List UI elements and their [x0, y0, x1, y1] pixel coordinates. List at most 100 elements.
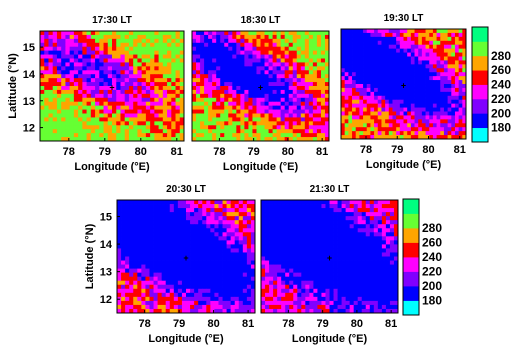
heatmap-cell	[399, 76, 404, 81]
heatmap-cell	[214, 252, 219, 257]
heatmap-cell	[48, 93, 54, 99]
heatmap-cell	[252, 86, 257, 91]
heatmap-cell	[454, 48, 460, 53]
heatmap-cell	[370, 80, 375, 85]
heatmap-cell	[78, 133, 83, 138]
heatmap-cell	[137, 46, 143, 52]
heatmap-cell	[301, 284, 306, 290]
heatmap-cell	[99, 97, 104, 103]
heatmap-cell	[317, 236, 322, 241]
heatmap-cell	[82, 125, 87, 130]
heatmap-cell	[300, 101, 306, 107]
heatmap-cell	[162, 105, 168, 110]
heatmap-cell	[352, 40, 357, 46]
heatmap-cell	[240, 38, 245, 44]
heatmap-cell	[374, 76, 379, 81]
heatmap-cell	[288, 62, 294, 67]
panel-title: 17:30 LT	[92, 15, 132, 26]
heatmap-cell	[393, 284, 399, 290]
heatmap-cell	[222, 208, 227, 213]
heatmap-cell	[154, 97, 159, 103]
heatmap-cell	[218, 296, 223, 302]
heatmap-cell	[288, 109, 294, 114]
heatmap-cell	[194, 264, 199, 270]
heatmap-cell	[301, 228, 306, 233]
heatmap-cell	[370, 40, 375, 46]
heatmap-cell	[242, 268, 248, 274]
heatmap-cell	[244, 66, 249, 71]
heatmap-cell	[208, 58, 213, 63]
heatmap-cell	[296, 89, 302, 95]
heatmap-cell	[268, 97, 273, 103]
heatmap-cell	[301, 304, 306, 310]
heatmap-cell	[349, 256, 355, 261]
heatmap-cell	[458, 107, 463, 112]
heatmap-cell	[210, 212, 215, 217]
heatmap-cell	[107, 105, 113, 110]
heatmap-cell	[281, 216, 286, 221]
heatmap-cell	[325, 284, 330, 290]
heatmap-cell	[280, 93, 286, 99]
heatmap-cell	[451, 91, 456, 97]
heatmap-cell	[200, 42, 205, 48]
heatmap-cell	[273, 280, 278, 286]
heatmap-cell	[385, 103, 390, 108]
heatmap-cell	[212, 121, 217, 126]
heatmap-cell	[216, 74, 221, 79]
heatmap-cell	[280, 46, 286, 52]
heatmap-cell	[240, 42, 245, 48]
heatmap-cell	[333, 264, 338, 270]
heatmap-cell	[309, 240, 314, 245]
heatmap-cell	[301, 280, 306, 286]
heatmap-cell	[86, 101, 92, 107]
heatmap-cell	[181, 292, 187, 298]
heatmap-cell	[414, 107, 419, 112]
heatmap-cell	[458, 76, 463, 81]
heatmap-cell	[117, 212, 122, 217]
heatmap-cell	[462, 68, 467, 73]
heatmap-cell	[329, 272, 334, 278]
heatmap-cell	[269, 244, 274, 249]
heatmap-cell	[280, 74, 286, 79]
heatmap-cell	[272, 54, 278, 59]
heatmap-cell	[316, 74, 322, 79]
heatmap-cell	[186, 292, 191, 298]
heatmap-cell	[366, 52, 371, 57]
heatmap-cell	[357, 300, 363, 306]
heatmap-cell	[458, 87, 463, 93]
heatmap-cell	[349, 288, 355, 294]
heatmap-cell	[242, 224, 248, 229]
heatmap-cell	[285, 256, 290, 261]
heatmap-cell	[440, 123, 445, 128]
heatmap-cell	[82, 58, 87, 63]
heatmap-cell	[284, 101, 290, 107]
heatmap-cell	[341, 29, 346, 34]
heatmap-cell	[357, 260, 363, 265]
x-tick-label: 81	[316, 146, 328, 158]
heatmap-cell	[56, 34, 62, 40]
heatmap-cell	[312, 97, 318, 103]
heatmap-cell	[288, 86, 294, 91]
heatmap-cell	[226, 248, 232, 253]
heatmap-cell	[296, 31, 302, 36]
heatmap-cell	[284, 74, 290, 79]
heatmap-cell	[296, 93, 302, 99]
heatmap-cell	[141, 34, 147, 40]
heatmap-cell	[388, 87, 393, 93]
heatmap-cell	[137, 244, 142, 249]
heatmap-cell	[73, 113, 79, 118]
heatmap-cell	[289, 276, 294, 282]
heatmap-cell	[206, 296, 211, 302]
heatmap-cell	[218, 304, 223, 310]
heatmap-cell	[48, 117, 54, 122]
heatmap-cell	[355, 95, 360, 101]
heatmap-cell	[141, 31, 147, 36]
heatmap-cell	[276, 74, 282, 79]
heatmap-cell	[381, 36, 386, 42]
heatmap-cell	[198, 240, 203, 245]
heatmap-cell	[212, 129, 217, 134]
heatmap-cell	[436, 87, 441, 93]
heatmap-cell	[410, 111, 415, 116]
heatmap-cell	[374, 84, 379, 89]
heatmap-cell	[162, 78, 168, 83]
